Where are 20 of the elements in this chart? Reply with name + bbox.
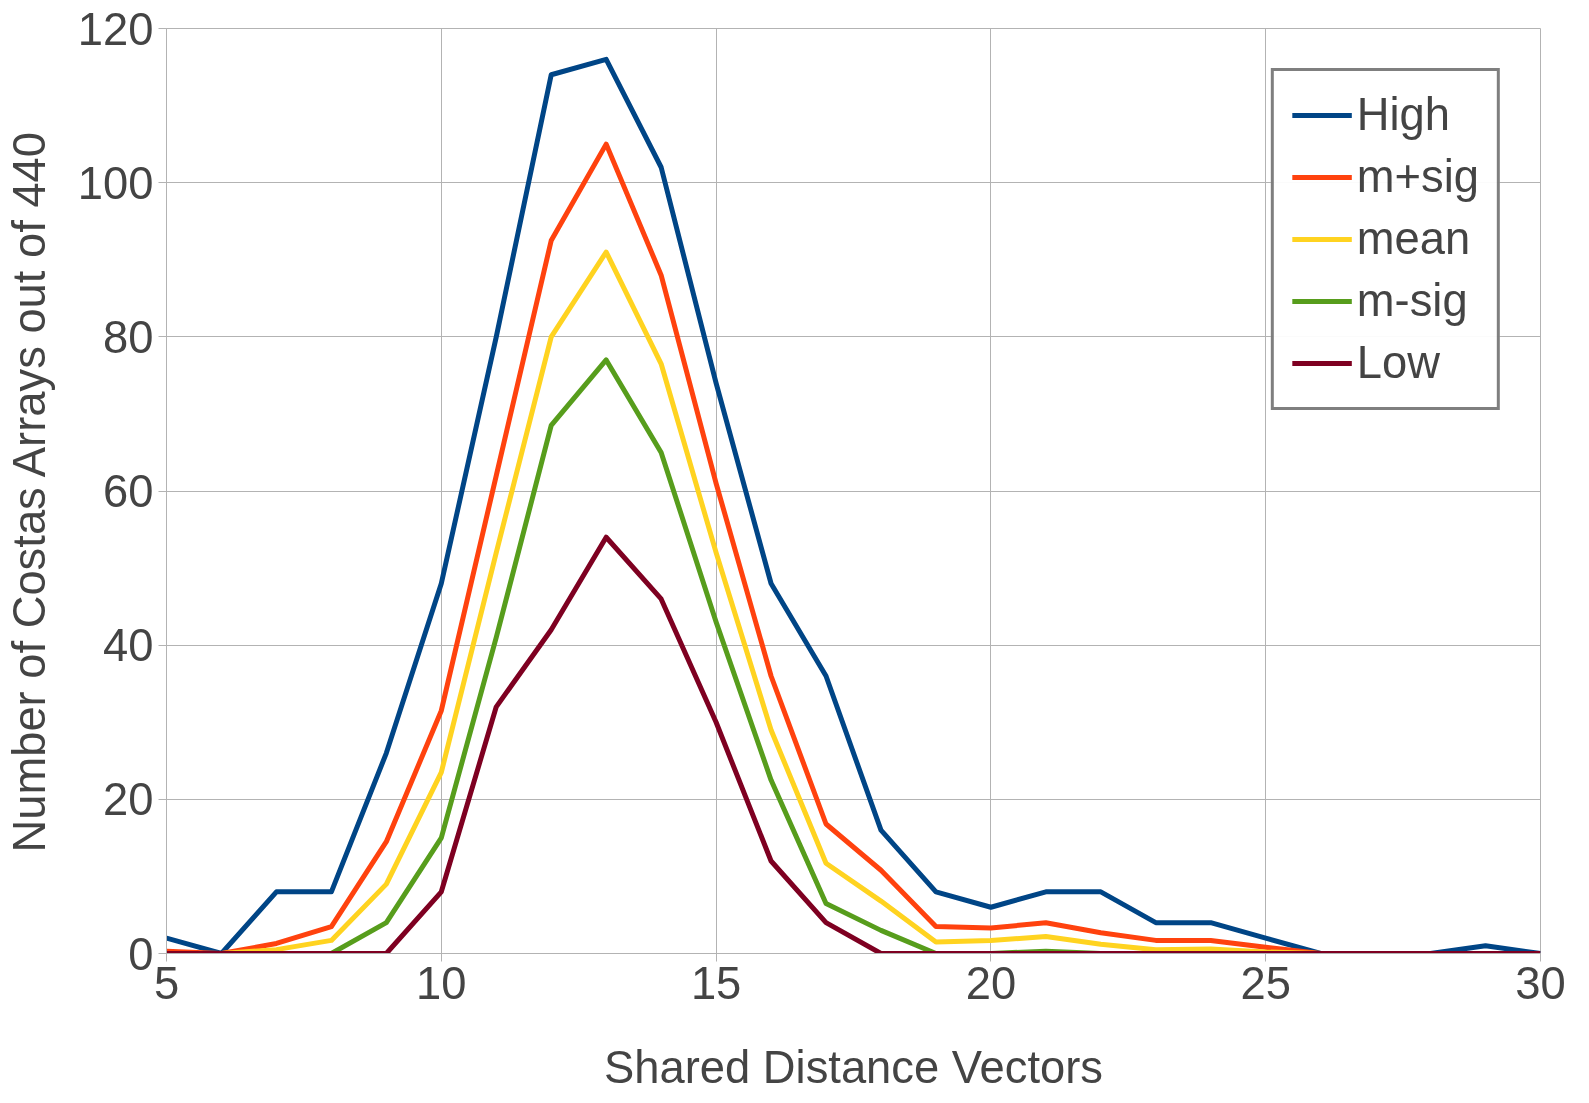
y-tick-label: 60 [103,466,154,517]
y-tick-label: 0 [128,928,154,980]
x-axis-title: Shared Distance Vectors [604,1041,1103,1093]
legend-label: m-sig [1356,275,1468,327]
y-tick-label: 40 [103,620,154,672]
y-tick-label: 100 [77,157,154,209]
y-axis-title: Number of Costas Arrays out of 440 [3,131,55,853]
x-tick-label: 25 [1240,957,1291,1009]
x-tick-label: 30 [1515,957,1566,1009]
x-tick-label: 5 [153,957,180,1009]
legend-label: m+sig [1356,151,1479,203]
legend-label: High [1356,89,1451,141]
x-tick-label: 20 [965,957,1017,1009]
legend-label: mean [1356,213,1471,265]
x-tick-label: 15 [690,957,742,1009]
x-tick-label: 10 [416,957,467,1009]
y-tick-label: 20 [103,774,154,826]
legend-label: Low [1356,337,1440,389]
y-tick-label: 120 [77,3,154,55]
y-tick-label: 80 [103,311,154,363]
